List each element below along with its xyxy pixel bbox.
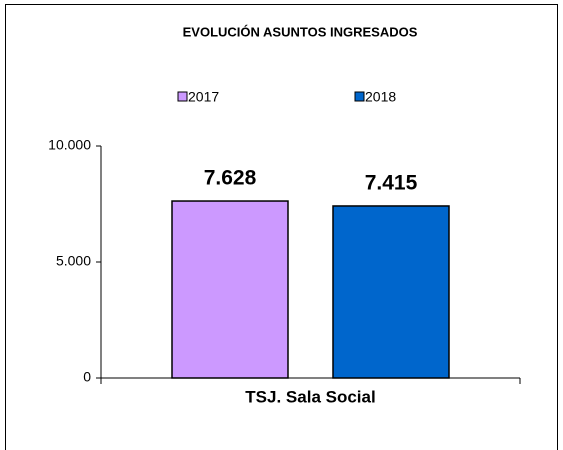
legend-label: 2018 — [365, 89, 396, 105]
bar — [332, 205, 450, 379]
x-tick-label: TSJ. Sala Social — [245, 387, 375, 406]
data-label: 7.628 — [204, 167, 257, 190]
y-tick-label: 5.000 — [56, 253, 91, 269]
legend-label: 2017 — [188, 89, 219, 105]
bar — [171, 200, 289, 379]
legend-swatch — [177, 91, 188, 102]
data-label: 7.415 — [365, 172, 418, 195]
y-tick-label: 10.000 — [48, 137, 91, 153]
legend-swatch — [354, 91, 365, 102]
chart-title: EVOLUCIÓN ASUNTOS INGRESADOS — [183, 24, 418, 39]
y-tick-label: 0 — [83, 369, 91, 385]
